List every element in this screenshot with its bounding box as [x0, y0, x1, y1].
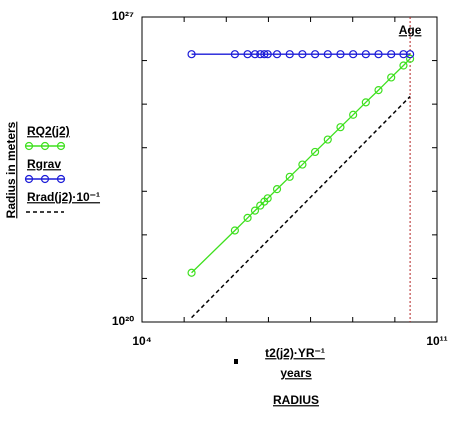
legend-marker [56, 174, 66, 184]
series-line [191, 58, 411, 274]
series-line [191, 95, 411, 319]
legend-label: Rrad(j2)·10⁻¹ [27, 190, 100, 204]
series-marker [263, 50, 272, 59]
series-marker [323, 135, 332, 144]
plot-frame [141, 16, 438, 323]
series-marker [361, 50, 370, 59]
series-marker [250, 206, 260, 215]
series-marker [310, 147, 320, 157]
series-marker [230, 50, 239, 59]
x-axis-label: t2(j2)·YR⁻¹ [265, 346, 325, 360]
series-marker [387, 50, 396, 59]
y-tick-label: 10²⁷ [112, 9, 134, 23]
series-marker [374, 50, 383, 59]
series-marker [285, 172, 294, 181]
legend-marker [24, 141, 34, 151]
legend-marker [40, 141, 50, 151]
series-marker [349, 50, 358, 59]
series-marker [230, 226, 239, 235]
series-marker [387, 73, 396, 82]
series-marker [323, 50, 332, 59]
age-label: Age [399, 23, 422, 37]
series-marker [374, 86, 383, 95]
series-marker [272, 50, 282, 59]
legend-marker [24, 174, 34, 184]
marker-square [234, 359, 238, 364]
x-axis-unit: years [280, 366, 312, 380]
series-marker [263, 194, 272, 203]
series-marker [336, 50, 345, 59]
series-marker [349, 110, 358, 119]
legend-marker [56, 141, 66, 151]
series-marker [260, 50, 269, 59]
chart-title: RADIUS [273, 393, 319, 407]
series-marker [250, 50, 260, 59]
series-marker [361, 98, 370, 107]
x-tick-label: 10⁴ [132, 334, 151, 348]
series-marker [187, 268, 196, 277]
y-tick-label: 10²⁰ [112, 314, 134, 328]
series-marker [310, 50, 320, 59]
series-marker [399, 61, 408, 70]
series-marker [406, 54, 415, 63]
legend-label: Rgrav [27, 157, 61, 171]
series-marker [272, 185, 282, 194]
series-marker [285, 50, 294, 59]
legend-marker [40, 174, 50, 184]
series-marker [298, 50, 307, 59]
y-axis-label: Radius in meters [4, 121, 18, 218]
legend-label: RQ2(j2) [27, 124, 70, 138]
x-tick-label: 10¹¹ [426, 334, 447, 348]
series-marker [406, 50, 415, 59]
series-marker [187, 50, 196, 59]
series-marker [298, 160, 307, 169]
series-marker [243, 213, 252, 223]
series-marker [336, 123, 345, 132]
